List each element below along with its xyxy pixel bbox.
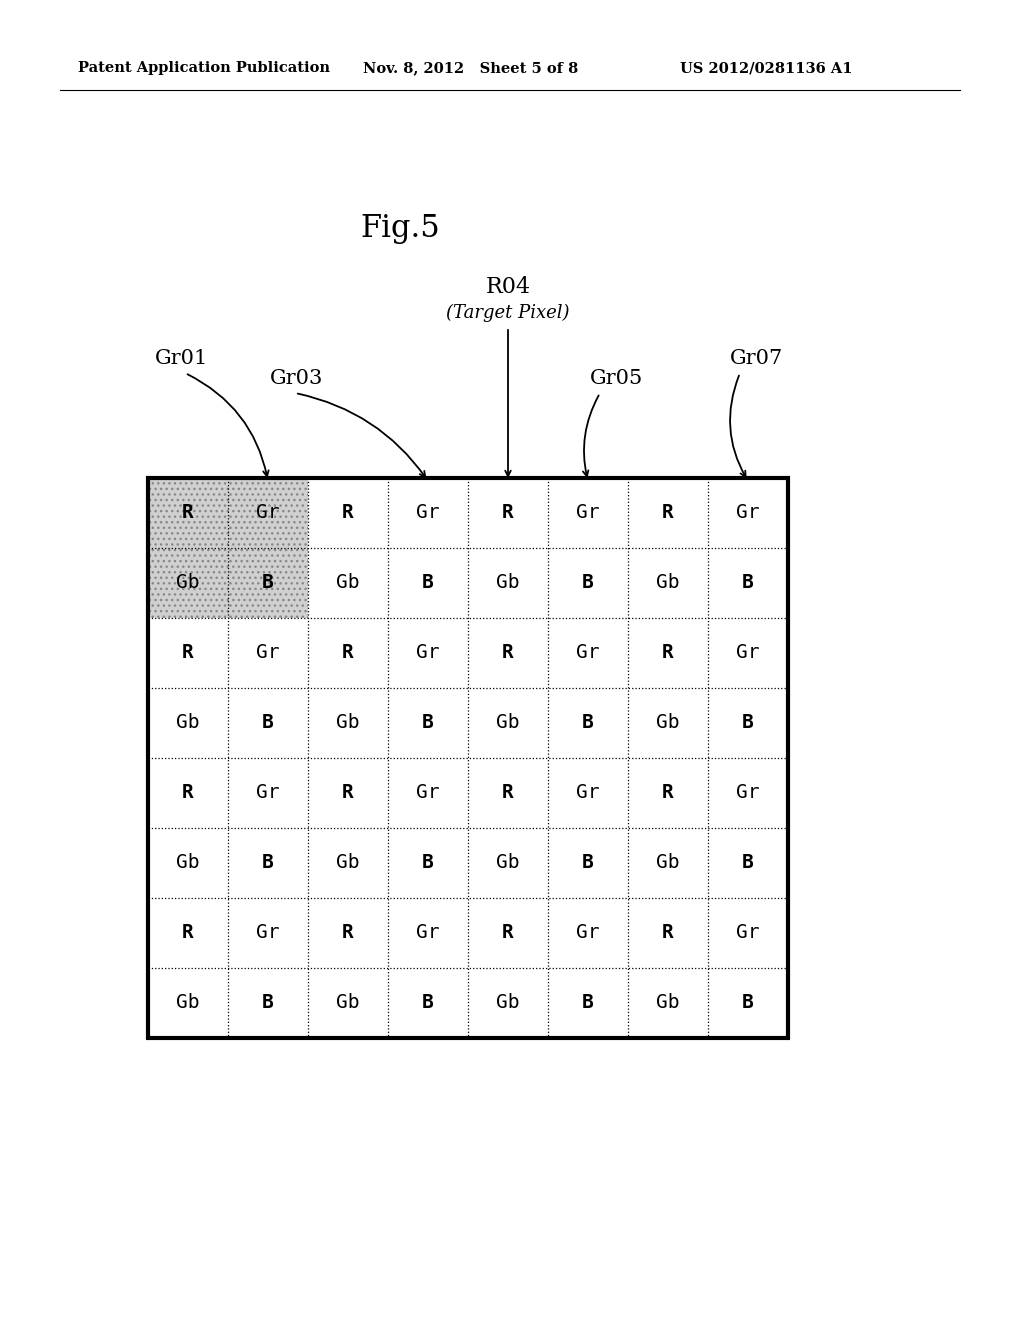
Text: B: B [582,854,594,873]
Text: B: B [262,854,273,873]
Text: R: R [182,644,194,663]
Text: R: R [342,784,354,803]
Text: Gr05: Gr05 [590,370,643,388]
Bar [228,478,308,548]
Text: Gb: Gb [497,714,520,733]
Text: R: R [182,924,194,942]
Text: B: B [422,854,434,873]
Text: B: B [262,714,273,733]
Text: Gr: Gr [736,644,760,663]
Text: Gr: Gr [256,644,280,663]
Text: Fig.5: Fig.5 [360,213,440,243]
Text: B: B [422,994,434,1012]
Text: B: B [742,854,754,873]
Text: R: R [342,924,354,942]
Text: Gr: Gr [416,644,439,663]
Text: Gr01: Gr01 [155,348,208,368]
Text: B: B [742,994,754,1012]
Text: Gr: Gr [736,503,760,523]
Text: Gb: Gb [497,994,520,1012]
Text: Gr: Gr [736,784,760,803]
Text: R: R [342,503,354,523]
Text: R: R [663,784,674,803]
Text: Gr: Gr [256,924,280,942]
Text: B: B [262,573,273,593]
Text: US 2012/0281136 A1: US 2012/0281136 A1 [680,61,853,75]
Text: Gb: Gb [336,854,359,873]
Text: Gb: Gb [656,994,680,1012]
Text: R: R [663,503,674,523]
Text: Gr: Gr [736,924,760,942]
Bar [148,478,228,548]
Text: Gr: Gr [416,924,439,942]
Text: Gr07: Gr07 [730,348,783,368]
Text: Nov. 8, 2012   Sheet 5 of 8: Nov. 8, 2012 Sheet 5 of 8 [362,61,579,75]
Text: Gb: Gb [176,994,200,1012]
Text: Gr: Gr [416,503,439,523]
Text: R: R [182,503,194,523]
Text: (Target Pixel): (Target Pixel) [446,304,569,322]
Bar [148,548,228,618]
Text: Patent Application Publication: Patent Application Publication [78,61,330,75]
Bar [228,548,308,618]
Bar [148,478,788,1038]
Text: B: B [422,573,434,593]
Text: Gb: Gb [176,573,200,593]
Text: Gb: Gb [656,714,680,733]
Text: R: R [502,503,514,523]
Text: Gb: Gb [336,994,359,1012]
Text: Gb: Gb [336,573,359,593]
Text: R: R [182,784,194,803]
Text: R: R [663,644,674,663]
Text: Gr: Gr [577,784,600,803]
Text: Gb: Gb [656,573,680,593]
Text: B: B [742,714,754,733]
Text: B: B [582,573,594,593]
Text: B: B [742,573,754,593]
Text: R: R [342,644,354,663]
Text: B: B [582,714,594,733]
Text: R: R [502,924,514,942]
Text: Gb: Gb [497,573,520,593]
Text: Gb: Gb [336,714,359,733]
Text: Gr: Gr [577,503,600,523]
Text: Gb: Gb [176,854,200,873]
Text: B: B [422,714,434,733]
Text: B: B [582,994,594,1012]
Text: Gr: Gr [577,924,600,942]
Text: Gr: Gr [256,503,280,523]
Text: Gr03: Gr03 [270,370,324,388]
Text: Gr: Gr [416,784,439,803]
Text: R: R [502,644,514,663]
Text: Gb: Gb [497,854,520,873]
Text: Gb: Gb [176,714,200,733]
Text: Gr: Gr [256,784,280,803]
Text: R: R [663,924,674,942]
Text: R: R [502,784,514,803]
Text: R04: R04 [485,276,530,298]
Text: B: B [262,994,273,1012]
Text: Gr: Gr [577,644,600,663]
Text: Gb: Gb [656,854,680,873]
